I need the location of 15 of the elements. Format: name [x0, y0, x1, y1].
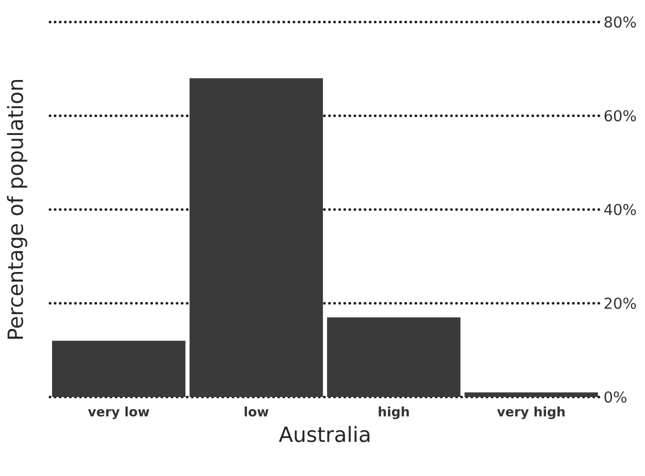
y-tick-label: 60% — [604, 110, 636, 122]
x-tick-label: very high — [497, 406, 565, 420]
bar — [52, 340, 186, 397]
bar — [464, 392, 598, 397]
x-tick-label: high — [378, 406, 409, 420]
x-tick-label: low — [244, 406, 268, 417]
y-tick-label: 40% — [604, 204, 636, 216]
bar — [327, 317, 460, 397]
x-tick-label: very low — [88, 406, 150, 420]
y-tick-label: 20% — [604, 298, 636, 309]
bar — [190, 78, 323, 397]
y-tick-label: 0% — [604, 391, 626, 403]
x-axis-title: Australia — [278, 426, 370, 442]
y-tick-label: 80% — [604, 16, 636, 28]
y-axis-title: Percentage of population — [6, 80, 28, 339]
